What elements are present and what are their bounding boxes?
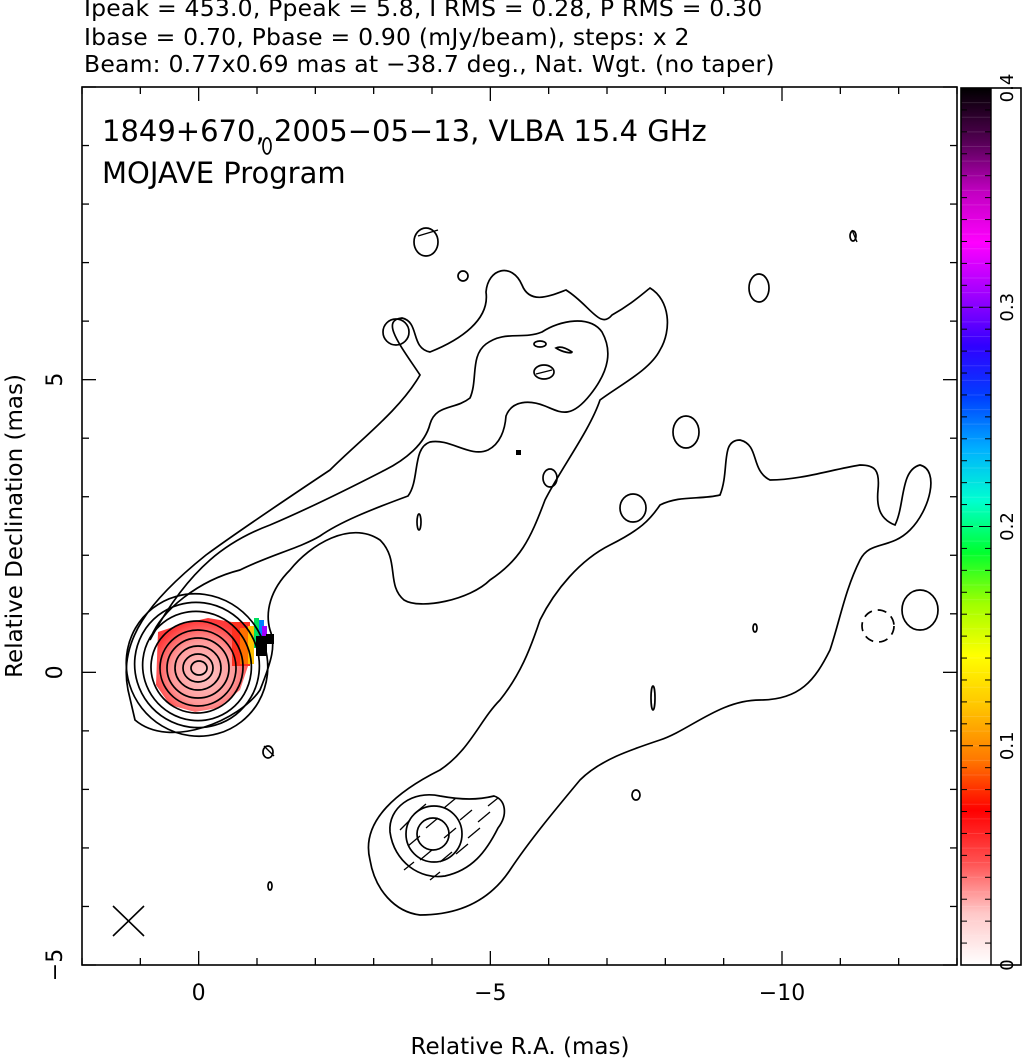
x-tick-label: −10 [759, 981, 805, 1006]
colorbar-ticks: 0 0.1 0.2 0.3 0.4 [961, 74, 1018, 971]
x-tick-label: −5 [474, 981, 506, 1006]
chart-title: 1849+670, 2005−05−13, VLBA 15.4 GHz [102, 114, 707, 148]
header-line-peaks: Ipeak = 453.0, Ppeak = 5.8, I RMS = 0.28… [84, 0, 763, 22]
x-axis-label: Relative R.A. (mas) [411, 1034, 630, 1060]
colorbar-tick-label: 0.2 [997, 512, 1018, 541]
y-tick-label: 5 [43, 373, 68, 387]
colorbar-tick-label: 0.3 [997, 293, 1018, 322]
polarization-vectors [263, 229, 858, 881]
axis-ticks [81, 86, 958, 966]
chart-subtitle: MOJAVE Program [102, 156, 346, 190]
y-tick-label: 0 [43, 665, 68, 679]
intensity-contours [125, 137, 939, 916]
colorbar-tick-label: 0.4 [997, 74, 1018, 103]
colorbar-tick-label: 0.1 [997, 731, 1018, 760]
header-line-base: Ibase = 0.70, Pbase = 0.90 (mJy/beam), s… [84, 23, 690, 51]
map-layer [112, 137, 939, 937]
polarization-map [156, 450, 521, 712]
header-line-beam: Beam: 0.77x0.69 mas at −38.7 deg., Nat. … [84, 50, 775, 78]
axis-tick-labels: 0 −5 −10 −5 0 5 [43, 373, 805, 1006]
y-axis-label: Relative Declination (mas) [2, 374, 28, 678]
plot-frame [81, 86, 958, 966]
beam-marker [112, 905, 145, 937]
y-tick-label: −5 [43, 949, 68, 981]
x-tick-label: 0 [192, 981, 206, 1006]
colorbar-tick-label: 0 [997, 959, 1018, 970]
